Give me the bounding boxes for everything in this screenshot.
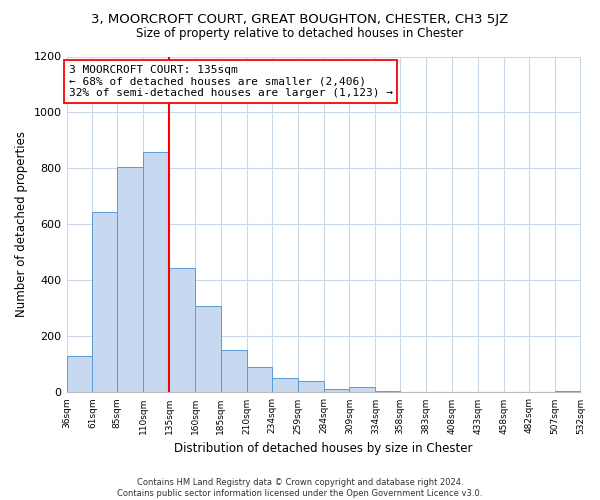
Bar bbox=[349, 387, 376, 392]
Bar bbox=[195, 306, 221, 392]
Bar bbox=[118, 167, 143, 392]
Bar bbox=[221, 350, 247, 393]
Bar bbox=[298, 380, 323, 392]
Bar bbox=[554, 391, 580, 392]
Bar bbox=[92, 212, 118, 392]
Bar bbox=[272, 378, 298, 392]
Bar bbox=[247, 367, 272, 392]
Bar bbox=[143, 152, 169, 392]
Bar bbox=[376, 391, 400, 392]
Text: 3 MOORCROFT COURT: 135sqm
← 68% of detached houses are smaller (2,406)
32% of se: 3 MOORCROFT COURT: 135sqm ← 68% of detac… bbox=[68, 65, 392, 98]
Text: Size of property relative to detached houses in Chester: Size of property relative to detached ho… bbox=[136, 28, 464, 40]
X-axis label: Distribution of detached houses by size in Chester: Distribution of detached houses by size … bbox=[174, 442, 473, 455]
Text: 3, MOORCROFT COURT, GREAT BOUGHTON, CHESTER, CH3 5JZ: 3, MOORCROFT COURT, GREAT BOUGHTON, CHES… bbox=[91, 12, 509, 26]
Bar bbox=[169, 268, 195, 392]
Text: Contains HM Land Registry data © Crown copyright and database right 2024.
Contai: Contains HM Land Registry data © Crown c… bbox=[118, 478, 482, 498]
Y-axis label: Number of detached properties: Number of detached properties bbox=[15, 132, 28, 318]
Bar bbox=[323, 388, 349, 392]
Bar bbox=[67, 356, 92, 393]
